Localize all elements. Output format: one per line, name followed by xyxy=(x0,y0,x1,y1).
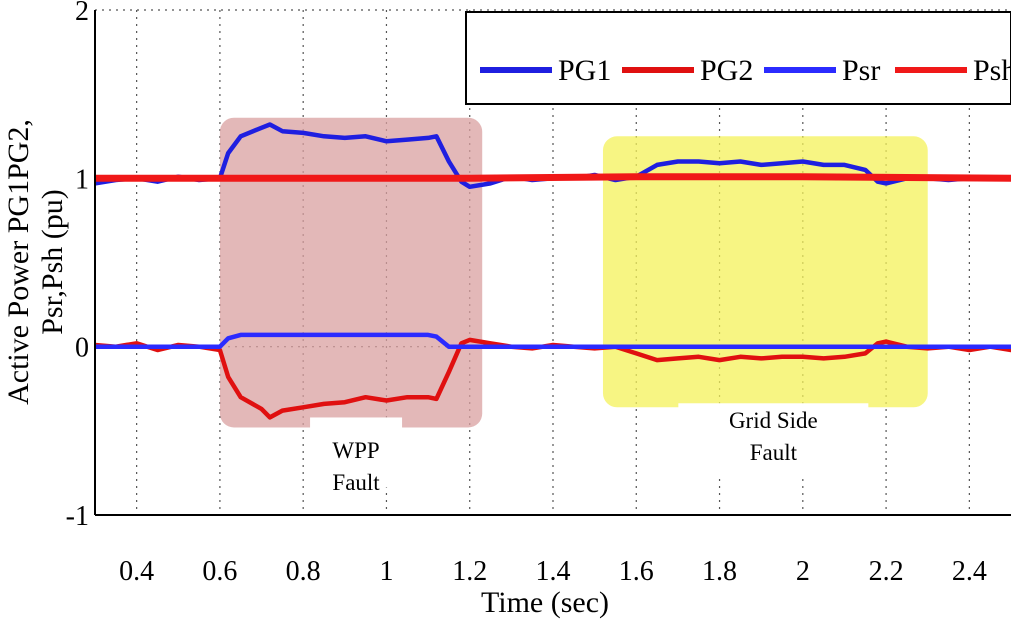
x-tick-label: 1.6 xyxy=(619,556,654,587)
x-tick-label: 0.4 xyxy=(119,556,154,587)
series-line-psh xyxy=(95,173,1011,182)
series-line-psr xyxy=(95,332,1011,349)
x-tick-label: 0.6 xyxy=(202,556,237,587)
grid-side-label-bg xyxy=(678,403,869,476)
y-tick-label: 2 xyxy=(75,0,89,27)
y-axis-label: Active Power PG1PG2, xyxy=(2,119,35,405)
x-tick-label: 0.8 xyxy=(286,556,321,587)
fault-region-0 xyxy=(219,117,483,428)
x-tick-label: 2 xyxy=(796,556,810,587)
wpp-fault-label: Fault xyxy=(332,470,380,495)
wpp-fault-label: WPP xyxy=(332,438,379,463)
x-tick-label: 1.4 xyxy=(536,556,571,587)
x-tick-label: 2.2 xyxy=(869,556,904,587)
legend-label-pg1: PG1 xyxy=(558,54,611,87)
wpp-label-bg xyxy=(310,417,403,488)
x-axis-label: Time (sec) xyxy=(481,586,609,619)
legend-box xyxy=(465,11,1011,105)
legend-label-psh: Psh xyxy=(973,54,1011,87)
y-tick-label: 0 xyxy=(75,333,89,364)
x-tick-label: 1 xyxy=(379,556,393,587)
legend-label-pg2: PG2 xyxy=(700,54,753,87)
legend-label-psr: Psr xyxy=(842,54,880,87)
grid-side-fault-label: Fault xyxy=(750,440,798,465)
y-axis-label: Psr,Psh (pu) xyxy=(36,189,69,335)
x-tick-label: 1.2 xyxy=(452,556,487,587)
x-tick-label: 1.8 xyxy=(702,556,737,587)
y-tick-label: -1 xyxy=(66,501,89,532)
grid-side-fault-label: Grid Side xyxy=(729,408,818,433)
x-tick-label: 2.4 xyxy=(952,556,987,587)
y-tick-label: 1 xyxy=(75,164,89,195)
fault-region-1 xyxy=(602,136,928,408)
